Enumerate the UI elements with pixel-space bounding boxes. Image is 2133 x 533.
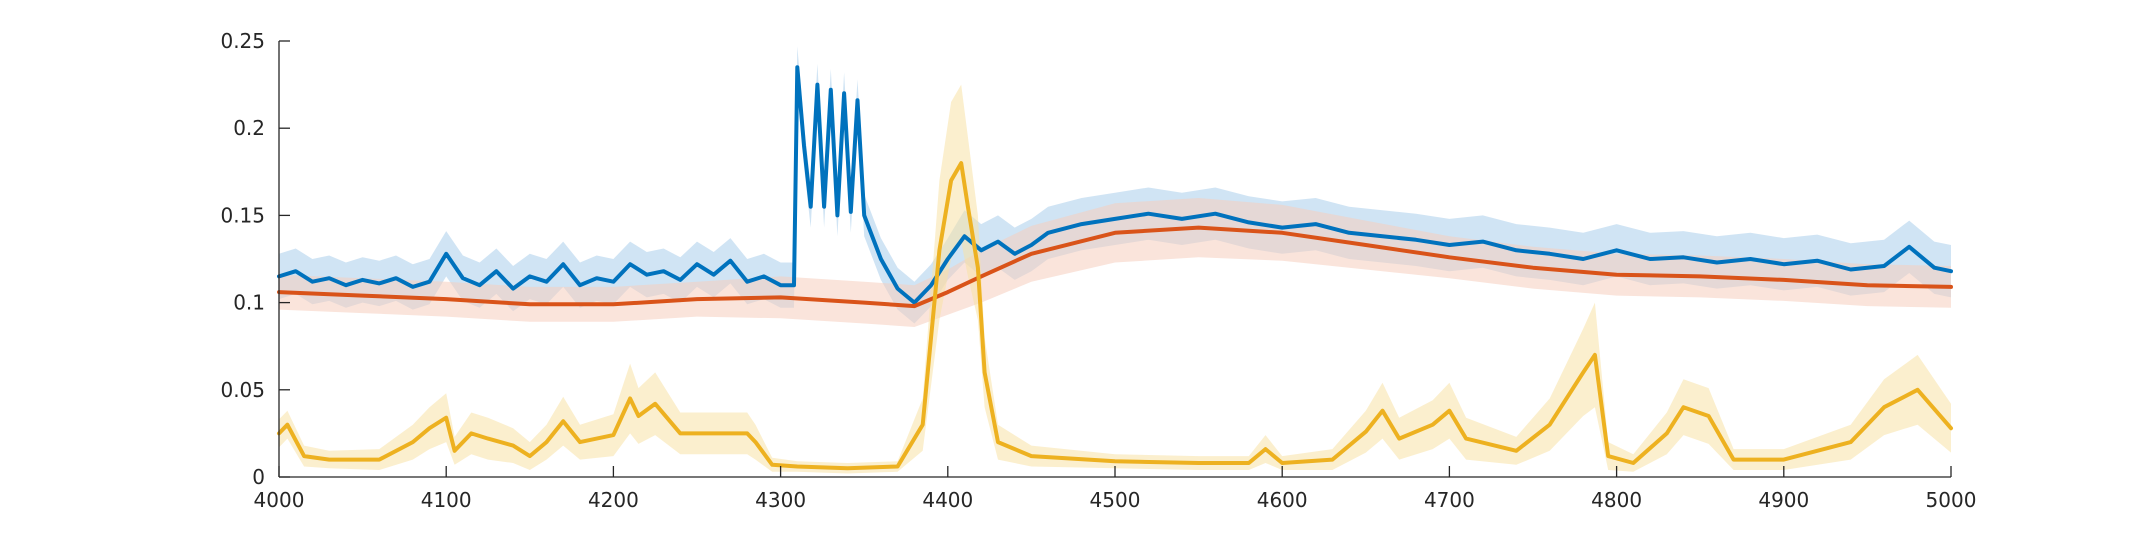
confidence-bands — [279, 46, 1951, 474]
series-3-line — [277, 161, 1953, 471]
x-tick-label: 5000 — [1926, 488, 1977, 512]
series-3-band — [279, 84, 1951, 474]
x-axis-ticks: 4000 4100 4200 4300 4400 4500 4600 4700 4800 4900… — [254, 466, 1977, 512]
x-tick-label: 4500 — [1090, 488, 1141, 512]
x-tick-label: 4000 — [254, 488, 305, 512]
series-lines — [277, 65, 1953, 471]
y-tick-label: 0.15 — [220, 203, 265, 227]
series-2-band — [279, 198, 1951, 327]
y-tick-label: 0 — [252, 465, 265, 489]
x-tick-label: 4900 — [1758, 488, 1809, 512]
x-tick-label: 4800 — [1591, 488, 1642, 512]
y-tick-label: 0.1 — [233, 291, 265, 315]
series-2-line — [277, 225, 1953, 309]
x-tick-label: 4700 — [1424, 488, 1475, 512]
x-tick-label: 4400 — [922, 488, 973, 512]
y-tick-label: 0.05 — [220, 378, 265, 402]
y-tick-label: 0.25 — [220, 29, 265, 53]
y-axis-ticks: 0 0.05 0.1 0.15 0.2 0.25 — [220, 29, 290, 489]
series-1-line — [277, 65, 1953, 305]
x-tick-label: 4200 — [588, 488, 639, 512]
y-tick-label: 0.2 — [233, 116, 265, 140]
x-tick-label: 4600 — [1257, 488, 1308, 512]
x-tick-label: 4300 — [755, 488, 806, 512]
x-tick-label: 4100 — [421, 488, 472, 512]
